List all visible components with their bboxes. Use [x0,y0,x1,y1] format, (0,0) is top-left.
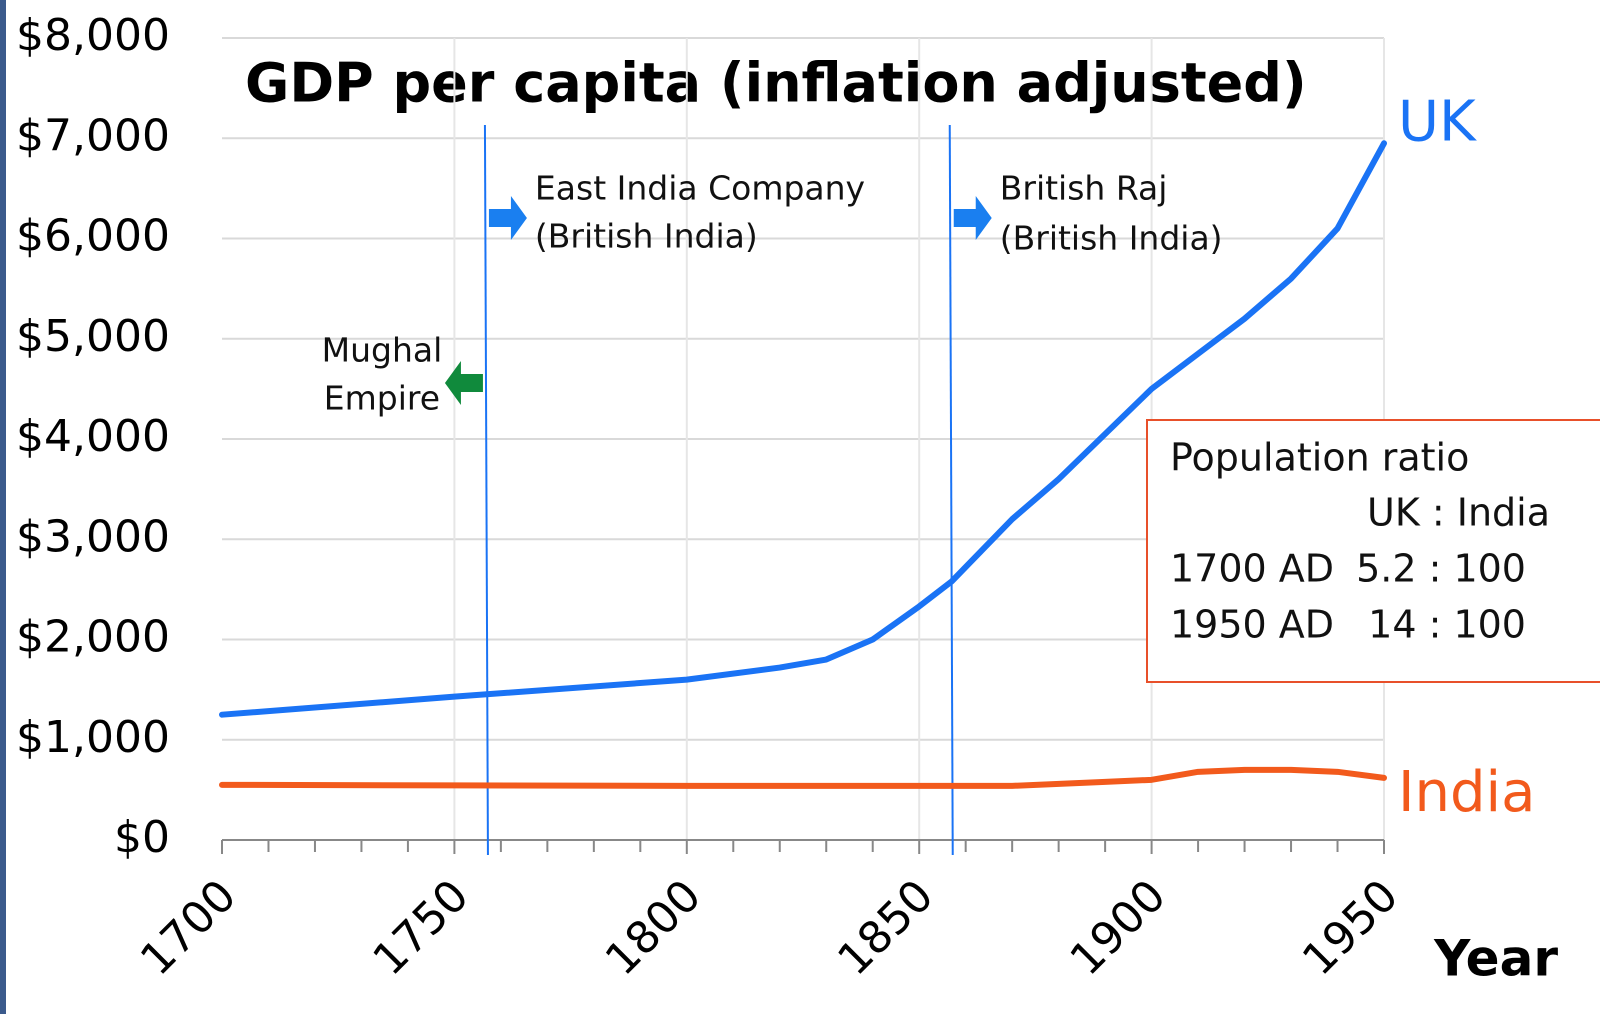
annotation-arrow [444,361,483,405]
annotation-text: Mughal [322,331,443,370]
y-tick-label: $3,000 [16,511,170,562]
x-tick-label: 1800 [596,870,711,985]
text-box-cell: 1700 AD [1170,547,1334,591]
line-series [219,766,1387,789]
y-tick-label: $5,000 [16,311,170,362]
x-tick-label: 1900 [1061,870,1176,985]
y-tick-label: $6,000 [16,211,170,262]
x-tick-label: 1850 [828,870,943,985]
y-tick-label: $1,000 [16,712,170,763]
annotation-text: East India Company [535,169,865,208]
series-label: UK [1398,89,1477,154]
annotation-text: Empire [324,379,440,418]
x-axis-label: Year [1433,930,1558,988]
text-box-header: UK : India [1367,491,1550,535]
left-border [0,0,6,1014]
annotation-text: (British India) [1000,219,1223,258]
chart-title: GDP per capita (inflation adjusted) [245,52,1307,115]
x-tick-label: 1700 [131,870,246,985]
text-box-cell: 14 : 100 [1368,603,1526,647]
annotation-arrow [953,196,992,240]
text-box [1146,419,1600,683]
event-line [948,124,954,856]
series-label: India [1398,760,1535,825]
line-series [219,140,1387,718]
y-tick-label: $8,000 [16,10,170,61]
text-box-title: Population ratio [1170,436,1469,480]
event-line [483,124,489,856]
x-tick-label: 1950 [1293,870,1408,985]
text-box-cell: 1950 AD [1170,603,1334,647]
annotation-text: (British India) [535,217,758,256]
y-tick-label: $2,000 [16,612,170,663]
y-tick-label: $0 [114,812,170,863]
annotation-text: British Raj [1000,169,1168,208]
x-tick-label: 1750 [363,870,478,985]
y-tick-label: $4,000 [16,411,170,462]
annotation-arrow [488,196,527,240]
text-box-cell: 5.2 : 100 [1356,547,1526,591]
y-tick-label: $7,000 [16,110,170,161]
